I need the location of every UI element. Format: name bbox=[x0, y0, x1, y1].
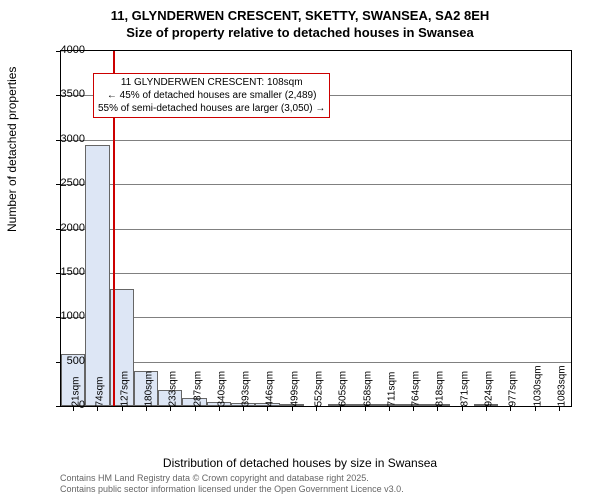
y-tick-mark bbox=[56, 406, 61, 407]
footer-attribution: Contains HM Land Registry data © Crown c… bbox=[60, 473, 404, 496]
annotation-line2: ← 45% of detached houses are smaller (2,… bbox=[98, 89, 325, 102]
x-tick-mark bbox=[73, 406, 74, 411]
x-axis-label: Distribution of detached houses by size … bbox=[0, 456, 600, 470]
x-tick-mark bbox=[535, 406, 536, 411]
grid-line bbox=[61, 362, 571, 363]
grid-line bbox=[61, 140, 571, 141]
x-tick-label: 711sqm bbox=[386, 372, 397, 407]
x-tick-mark bbox=[146, 406, 147, 411]
footer-line1: Contains HM Land Registry data © Crown c… bbox=[60, 473, 404, 485]
x-tick-mark bbox=[170, 406, 171, 411]
x-tick-mark bbox=[219, 406, 220, 411]
x-tick-label: 1030sqm bbox=[532, 365, 543, 406]
x-tick-label: 871sqm bbox=[459, 371, 470, 407]
grid-line bbox=[61, 184, 571, 185]
x-tick-label: 924sqm bbox=[484, 371, 495, 407]
y-tick-label: 3500 bbox=[61, 88, 85, 100]
x-tick-label: 127sqm bbox=[119, 371, 130, 407]
grid-line bbox=[61, 317, 571, 318]
annotation-line3: 55% of semi-detached houses are larger (… bbox=[98, 102, 325, 115]
footer-line2: Contains public sector information licen… bbox=[60, 484, 404, 496]
x-tick-mark bbox=[559, 406, 560, 411]
chart-plot-area: 11 GLYNDERWEN CRESCENT: 108sqm ← 45% of … bbox=[60, 50, 572, 407]
x-tick-mark bbox=[510, 406, 511, 411]
grid-line bbox=[61, 229, 571, 230]
x-tick-label: 340sqm bbox=[216, 371, 227, 407]
y-tick-label: 0 bbox=[79, 399, 85, 411]
x-tick-mark bbox=[365, 406, 366, 411]
x-tick-label: 74sqm bbox=[95, 376, 106, 406]
x-tick-label: 552sqm bbox=[314, 371, 325, 407]
x-tick-mark bbox=[389, 406, 390, 411]
x-tick-label: 1083sqm bbox=[556, 365, 567, 406]
y-tick-label: 3000 bbox=[61, 133, 85, 145]
x-tick-mark bbox=[292, 406, 293, 411]
x-tick-label: 446sqm bbox=[265, 371, 276, 407]
annotation-line1: 11 GLYNDERWEN CRESCENT: 108sqm bbox=[98, 76, 325, 89]
x-tick-mark bbox=[122, 406, 123, 411]
y-tick-label: 2000 bbox=[61, 222, 85, 234]
x-tick-label: 605sqm bbox=[338, 371, 349, 407]
x-tick-mark bbox=[195, 406, 196, 411]
chart-title-line2: Size of property relative to detached ho… bbox=[0, 25, 600, 40]
y-axis-label: Number of detached properties bbox=[5, 67, 19, 232]
x-tick-mark bbox=[340, 406, 341, 411]
x-tick-mark bbox=[413, 406, 414, 411]
x-tick-label: 499sqm bbox=[289, 371, 300, 407]
x-tick-label: 658sqm bbox=[362, 371, 373, 407]
x-tick-label: 287sqm bbox=[192, 371, 203, 407]
y-tick-label: 1500 bbox=[61, 266, 85, 278]
x-tick-label: 764sqm bbox=[411, 371, 422, 407]
x-tick-mark bbox=[462, 406, 463, 411]
y-tick-label: 500 bbox=[67, 355, 85, 367]
x-tick-mark bbox=[267, 406, 268, 411]
x-tick-label: 977sqm bbox=[508, 371, 519, 407]
grid-line bbox=[61, 273, 571, 274]
chart-title-line1: 11, GLYNDERWEN CRESCENT, SKETTY, SWANSEA… bbox=[0, 0, 600, 25]
x-tick-label: 233sqm bbox=[168, 371, 179, 407]
x-tick-label: 818sqm bbox=[435, 371, 446, 407]
y-tick-label: 4000 bbox=[61, 44, 85, 56]
annotation-box: 11 GLYNDERWEN CRESCENT: 108sqm ← 45% of … bbox=[93, 73, 330, 118]
histogram-bar bbox=[85, 145, 109, 406]
y-tick-label: 2500 bbox=[61, 177, 85, 189]
x-tick-mark bbox=[437, 406, 438, 411]
y-tick-label: 1000 bbox=[61, 310, 85, 322]
x-tick-mark bbox=[243, 406, 244, 411]
x-tick-mark bbox=[486, 406, 487, 411]
x-tick-label: 180sqm bbox=[144, 371, 155, 407]
x-tick-mark bbox=[316, 406, 317, 411]
x-tick-label: 393sqm bbox=[241, 371, 252, 407]
x-tick-mark bbox=[97, 406, 98, 411]
